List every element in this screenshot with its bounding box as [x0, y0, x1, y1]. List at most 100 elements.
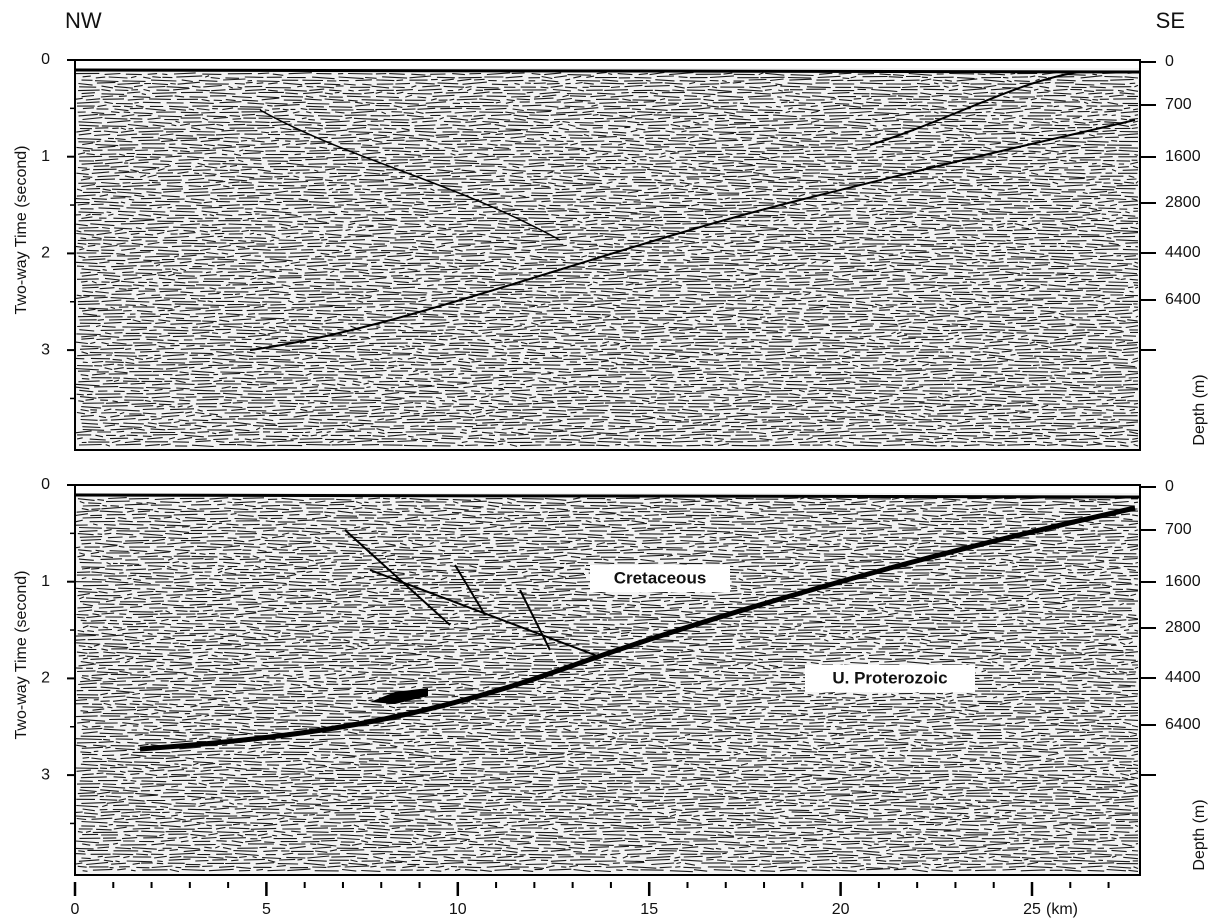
- y-tick-label: 2: [41, 670, 50, 687]
- reflector-texture: [80, 708, 1138, 713]
- reflector-texture: [79, 794, 1139, 799]
- x-axis-unit: (km): [1046, 901, 1078, 918]
- reflector-texture: [78, 398, 1138, 403]
- reflector-texture: [76, 228, 1139, 233]
- depth-tick-label: 700: [1165, 521, 1192, 538]
- reflector-texture: [75, 701, 1139, 706]
- horizon: [249, 119, 1136, 351]
- horizon: [259, 109, 561, 241]
- reflector-texture: [81, 267, 1139, 272]
- reflector-texture: [82, 711, 1139, 716]
- depth-tick-label: 1600: [1165, 573, 1201, 590]
- reflector-texture: [78, 113, 1139, 118]
- reflector-texture: [76, 391, 1136, 397]
- reflector-texture: [76, 145, 1139, 150]
- reflector-texture: [77, 203, 1139, 208]
- reflector-texture: [80, 407, 1136, 412]
- reflector-texture: [77, 830, 1139, 834]
- water-column: [75, 486, 1140, 493]
- reflector-texture: [78, 180, 1139, 185]
- reflector-texture: [77, 554, 1139, 559]
- fault: [369, 569, 601, 658]
- depth-tick-label: 0: [1165, 478, 1174, 495]
- reflector-texture: [75, 356, 1139, 361]
- reflector-texture: [79, 248, 1139, 252]
- reflector-texture: [75, 340, 1139, 345]
- depth-tick-label: 4400: [1165, 244, 1201, 261]
- reflector-texture: [81, 161, 1139, 166]
- reflector-texture: [75, 845, 1135, 850]
- reflector-texture: [82, 312, 1133, 316]
- water-column: [75, 61, 1140, 68]
- header-right: SE: [1156, 8, 1185, 33]
- reflector-texture: [79, 599, 1139, 604]
- reflector-texture: [77, 628, 1139, 633]
- fault: [344, 529, 451, 626]
- reflector-texture: [78, 81, 1136, 86]
- reflector-texture: [76, 292, 1139, 297]
- reflector-texture: [76, 231, 1139, 237]
- reflector-texture: [81, 727, 1139, 732]
- reflector-texture: [76, 804, 1135, 809]
- reflector-texture: [82, 624, 1134, 629]
- reflector-texture: [81, 823, 1139, 828]
- reflector-texture: [75, 813, 1138, 818]
- reflector-texture: [81, 376, 1139, 381]
- reflector-texture: [76, 171, 1138, 176]
- reflector-texture: [81, 337, 1133, 342]
- reflector-texture: [81, 78, 1134, 83]
- reflector-texture: [74, 97, 1137, 102]
- reflector-texture: [77, 302, 1138, 307]
- reflector-texture: [79, 788, 1139, 793]
- reflector-texture: [76, 187, 1136, 192]
- reflector-texture: [82, 190, 1134, 195]
- reflector-texture: [77, 299, 1139, 304]
- reflector-texture: [77, 164, 1139, 169]
- reflector-texture: [79, 318, 1138, 323]
- reflector-texture: [78, 826, 1134, 831]
- reflector-texture: [82, 516, 1133, 521]
- reflector-texture: [81, 279, 1139, 285]
- reflector-texture: [74, 71, 1134, 77]
- reflector-texture: [80, 270, 1138, 275]
- section-frame: [74, 484, 1141, 876]
- header-left: NW: [65, 8, 102, 33]
- section-frame: [74, 59, 1141, 451]
- fault: [519, 589, 551, 651]
- reflector-texture: [81, 420, 1139, 425]
- reflector-texture: [81, 752, 1139, 757]
- reflector-texture: [80, 775, 1139, 780]
- reflector-texture: [82, 730, 1138, 735]
- reflector-texture: [79, 327, 1139, 332]
- reflector-texture: [76, 509, 1139, 514]
- reflector-texture: [78, 87, 1139, 93]
- reflector-texture: [75, 244, 1139, 249]
- detachment-fault: [139, 505, 1136, 752]
- reflector-texture: [76, 545, 1139, 549]
- reflector-texture: [80, 177, 1137, 182]
- reflector-texture: [76, 331, 1139, 336]
- reflector-texture: [75, 512, 1139, 518]
- depth-tick-label: 2800: [1165, 194, 1201, 211]
- reflector-texture: [80, 762, 1139, 767]
- x-tick-label: 0: [71, 901, 80, 918]
- reflector-texture: [82, 424, 1135, 429]
- reflector-texture: [78, 848, 1139, 853]
- reflector-texture: [77, 864, 1139, 870]
- reflector-texture: [76, 714, 1139, 719]
- reflector-texture: [80, 206, 1139, 211]
- reflector-texture: [78, 209, 1139, 214]
- reflector-texture: [82, 621, 1139, 626]
- depth-tick-label: 6400: [1165, 291, 1201, 308]
- reflector-texture: [76, 641, 1134, 646]
- reflector-texture: [81, 273, 1139, 278]
- reflector-texture: [79, 778, 1135, 783]
- reflector-texture: [76, 193, 1139, 198]
- reflector-texture: [75, 839, 1139, 844]
- sea-floor: [74, 68, 1141, 74]
- reflector-texture: [81, 344, 1138, 349]
- depth-tick-label: 2800: [1165, 619, 1201, 636]
- reflector-texture: [77, 592, 1137, 597]
- reflector-texture: [78, 653, 1135, 658]
- reflector-texture: [81, 404, 1138, 409]
